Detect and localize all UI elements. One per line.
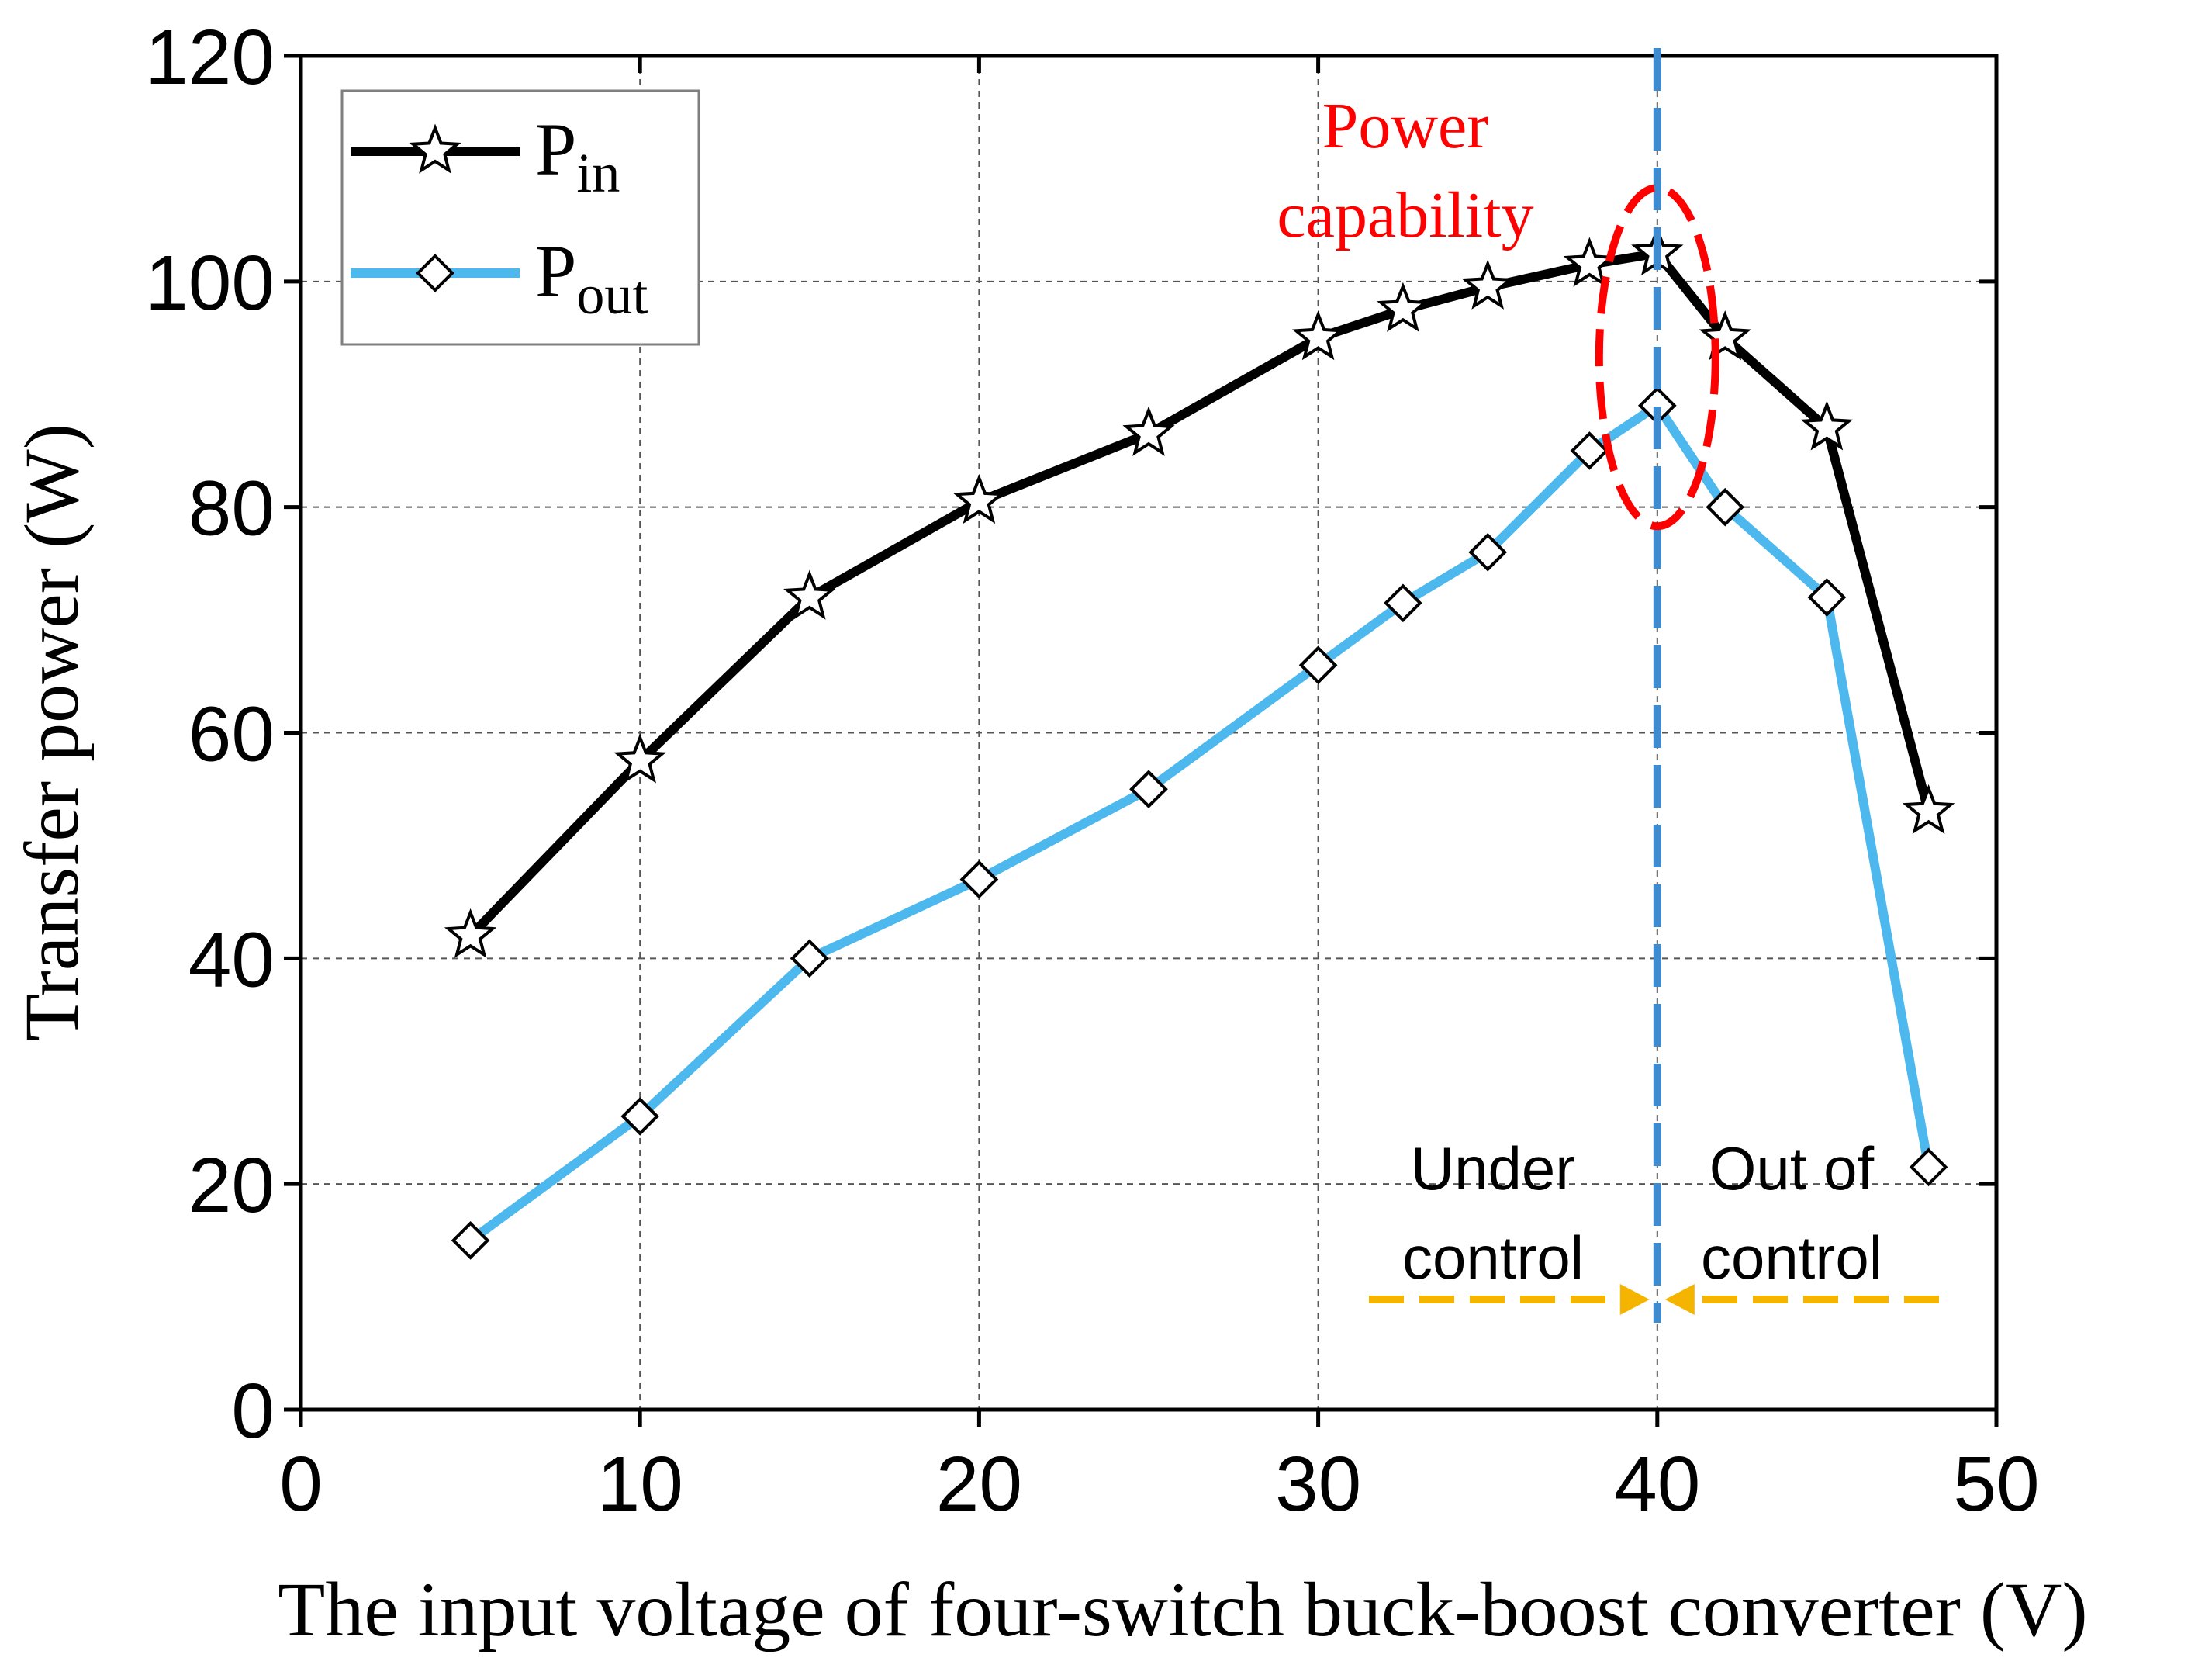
y-tick-label-0: 0 (231, 1368, 275, 1455)
series-pout (451, 386, 1948, 1260)
series-pin-marker-38 (1563, 237, 1616, 287)
series-layer (444, 225, 1955, 1260)
series-pin-marker-45 (1800, 400, 1854, 451)
legend-pout-subscript: out (576, 264, 648, 326)
series-pout-marker-48 (1909, 1147, 1948, 1187)
x-tick-label-50: 50 (1953, 1441, 2039, 1528)
legend-pout-label: Pout (535, 230, 648, 326)
series-pin-marker-25 (1122, 406, 1175, 456)
power-capability-label-line2: capability (1277, 179, 1533, 251)
series-pin-marker-15 (783, 569, 836, 620)
y-tick-label-40: 40 (188, 916, 275, 1003)
series-pin (444, 225, 1955, 958)
series-pout-marker-5 (451, 1221, 490, 1260)
x-axis-ticks: 0 10 20 30 40 50 (279, 56, 2040, 1528)
series-pout-marker-35 (1468, 533, 1508, 572)
legend-pin-name: P (535, 108, 576, 191)
x-tick-label-30: 30 (1275, 1441, 1361, 1528)
series-pout-marker-32.5 (1384, 583, 1422, 623)
power-capability-label-line1: Power (1322, 90, 1489, 162)
series-pin-marker-32.5 (1377, 282, 1429, 332)
legend: Pin Pout (340, 89, 700, 346)
under-control-label-line2: control (1402, 1223, 1584, 1292)
series-pin-marker-48 (1902, 784, 1955, 835)
series-pin-marker-5 (444, 908, 497, 958)
out-of-control-arrow-head (1664, 1284, 1695, 1315)
legend-box (340, 89, 700, 346)
series-pout-marker-42 (1706, 487, 1745, 527)
under-control-label-line1: Under (1411, 1134, 1575, 1203)
legend-pin-star-marker (409, 123, 461, 174)
series-pin-marker-20 (952, 473, 1006, 524)
out-of-control-label-line2: control (1701, 1223, 1882, 1292)
legend-pin-subscript: in (576, 142, 620, 204)
series-pin-line (465, 248, 1934, 941)
series-pin-marker-42 (1699, 310, 1751, 361)
y-axis-ticks: 0 20 40 60 80 100 120 (145, 14, 1996, 1455)
x-tick-label-20: 20 (936, 1441, 1022, 1528)
y-tick-label-80: 80 (188, 465, 275, 552)
series-pout-marker-38 (1570, 431, 1609, 470)
series-pout-marker-15 (790, 939, 829, 978)
y-tick-label-20: 20 (188, 1142, 275, 1229)
series-pin-marker-35 (1461, 259, 1514, 310)
series-pout-marker-10 (620, 1097, 660, 1136)
series-pout-line (465, 400, 1934, 1245)
y-tick-label-100: 100 (145, 240, 275, 327)
y-tick-label-60: 60 (188, 691, 275, 778)
series-pin-marker-10 (613, 733, 666, 784)
series-pout-marker-20 (959, 860, 999, 899)
series-pin-marker-30 (1291, 310, 1345, 361)
under-control-arrow-head (1619, 1284, 1650, 1315)
series-pout-marker-30 (1298, 645, 1338, 685)
out-of-control-label-line1: Out of (1709, 1134, 1875, 1203)
series-pout-marker-25 (1129, 770, 1168, 809)
x-axis-title: The input voltage of four-switch buck-bo… (278, 1566, 2087, 1652)
x-tick-label-40: 40 (1614, 1441, 1700, 1528)
power-capability-ellipse (1595, 184, 1719, 531)
legend-pin-label: Pin (535, 108, 620, 204)
y-axis-title: Transfer power (W) (9, 424, 95, 1041)
x-tick-label-10: 10 (597, 1441, 683, 1528)
legend-pout-name: P (535, 230, 576, 313)
legend-pout-diamond-marker (416, 254, 454, 292)
series-pout-marker-45 (1807, 578, 1847, 617)
annotation-layer: Power capability Under control Out of control (1277, 48, 1939, 1323)
y-tick-label-120: 120 (145, 14, 275, 101)
x-tick-label-0: 0 (279, 1441, 323, 1528)
